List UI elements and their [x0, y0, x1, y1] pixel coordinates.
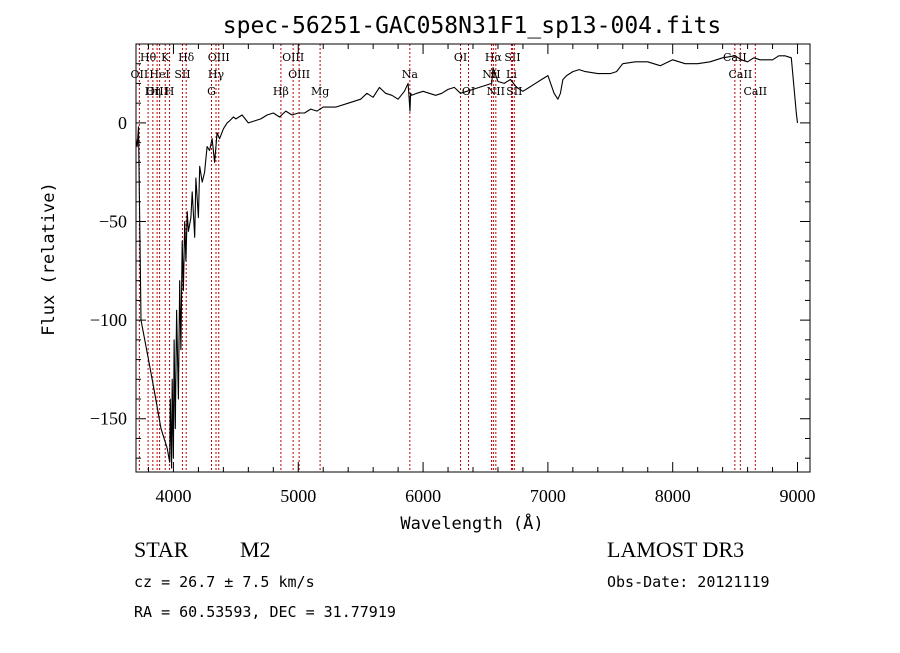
spectral-line-label: G	[207, 85, 216, 98]
sky-coordinates: RA = 60.53593, DEC = 31.77919	[134, 603, 396, 621]
x-tick-label: 4000	[155, 486, 191, 506]
x-tick-label: 9000	[780, 486, 816, 506]
y-tick-label: −150	[90, 409, 127, 429]
spectral-line-label: OI	[454, 51, 467, 64]
x-axis-ticks: 4000 5000 6000 7000 8000 9000	[147, 44, 816, 506]
spectral-line-label: OII	[131, 68, 149, 81]
chart-title: spec-56251-GAC058N31F1_sp13-004.fits	[223, 13, 722, 39]
spectral-line-label: CaII	[743, 85, 767, 98]
observation-date: Obs-Date: 20121119	[607, 573, 770, 591]
spectral-line-label: Mg	[311, 85, 329, 98]
object-class: STAR	[134, 537, 189, 562]
spectral-line-label: Hα	[485, 51, 503, 64]
spectral-line-label: Na	[402, 68, 419, 81]
spectral-line-label: Li	[506, 68, 517, 81]
redshift-value: cz = 26.7 ± 7.5 km/s	[134, 573, 315, 591]
y-axis-ticks: 0 −50 −100 −150	[90, 63, 810, 459]
spectral-line-label: K	[161, 51, 170, 64]
y-tick-label: −50	[99, 212, 127, 232]
object-subclass: M2	[240, 537, 271, 562]
y-tick-label: 0	[118, 113, 127, 133]
x-axis-label: Wavelength (Å)	[400, 512, 543, 534]
x-tick-label: 7000	[530, 486, 566, 506]
plot-frame	[135, 43, 811, 473]
x-tick-label: 8000	[655, 486, 691, 506]
spectral-line-label: Hγ	[208, 68, 225, 81]
spectral-line-label: NII	[482, 68, 500, 81]
y-tick-label: −100	[90, 310, 127, 330]
x-tick-label: 6000	[405, 486, 441, 506]
y-axis-label: Flux (relative)	[39, 182, 59, 336]
survey-name: LAMOST DR3	[607, 537, 745, 562]
spectral-line-label: OIII	[282, 51, 304, 64]
spectral-line-label: SII	[506, 85, 522, 98]
spectral-line-label: Hδ	[178, 51, 195, 64]
spectral-line-label: Hβ	[273, 85, 289, 98]
spectral-line-label: H	[165, 85, 175, 98]
spectral-line-label: CaII	[729, 68, 753, 81]
spectral-line-label: OIII	[208, 51, 230, 64]
spectrum-series-line	[135, 55, 799, 469]
spectral-line-label: NII	[487, 85, 505, 98]
spectral-line-label: SII	[174, 68, 190, 81]
x-tick-label: 5000	[280, 486, 316, 506]
spectral-line-label: HeI	[149, 68, 169, 81]
spectral-line-label: OIII	[288, 68, 310, 81]
spectral-line-label: OIII	[146, 85, 168, 98]
spectral-line-label: Hθ	[140, 51, 157, 64]
spectral-line-label: OI	[462, 85, 475, 98]
spectral-line-label: Hη	[145, 85, 161, 98]
spectral-line-label: SII	[504, 51, 520, 64]
